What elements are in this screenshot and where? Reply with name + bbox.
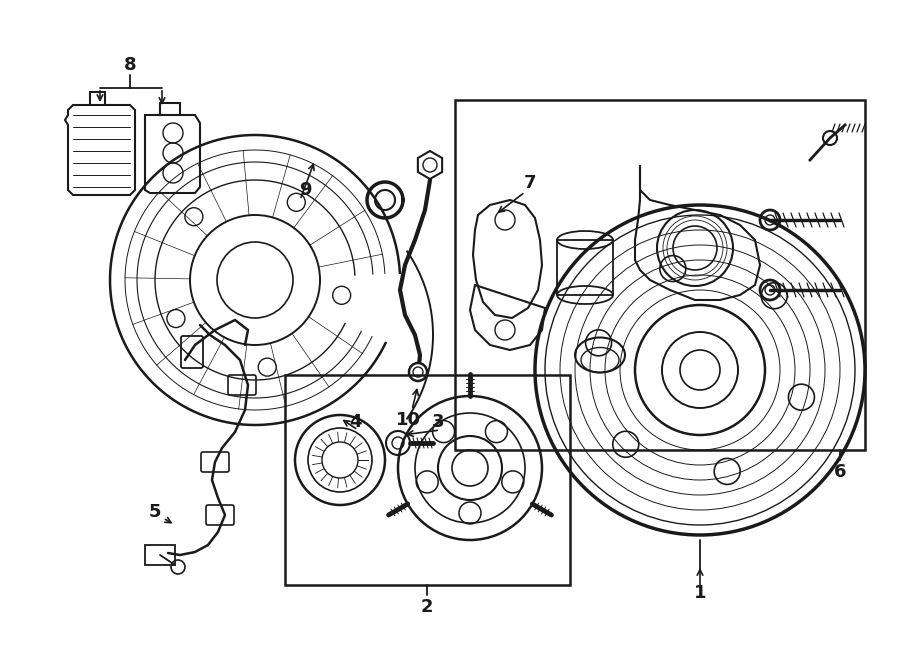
- Text: 10: 10: [395, 411, 420, 429]
- Bar: [285, 375, 570, 585]
- Text: 3: 3: [432, 413, 445, 431]
- Text: 8: 8: [123, 56, 136, 74]
- Bar: [455, 100, 865, 450]
- Text: 4: 4: [349, 413, 361, 431]
- Bar: [145, 545, 175, 565]
- Text: 2: 2: [421, 598, 433, 616]
- Circle shape: [409, 363, 427, 381]
- Text: 5: 5: [148, 503, 161, 521]
- Text: 6: 6: [833, 463, 846, 481]
- Text: 1: 1: [694, 584, 706, 602]
- Text: 9: 9: [299, 181, 311, 199]
- Text: 7: 7: [524, 174, 536, 192]
- Bar: [557, 240, 613, 295]
